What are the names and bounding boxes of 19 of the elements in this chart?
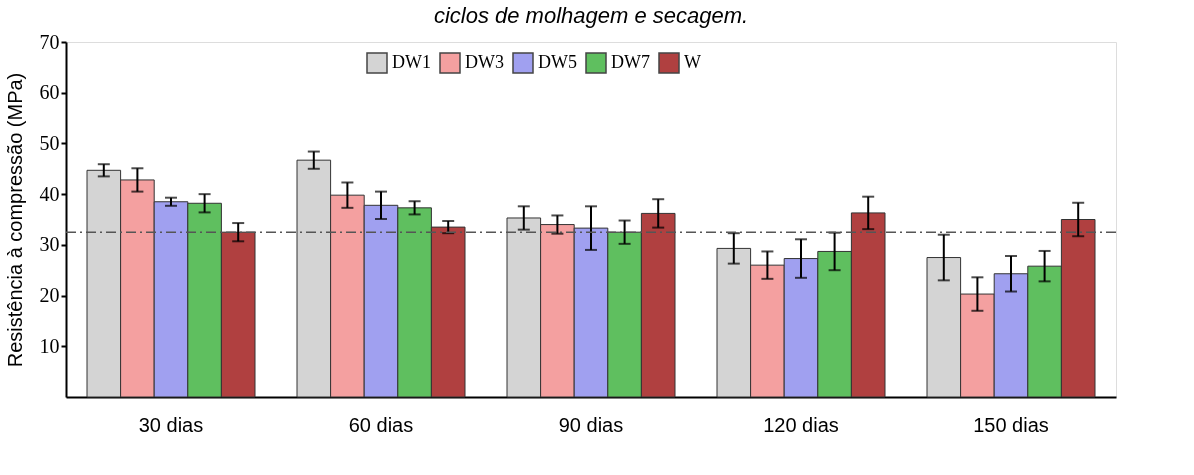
x-tick-label: 60 dias	[348, 413, 414, 436]
legend-label: DW1	[392, 52, 431, 72]
legend-label: DW3	[465, 52, 504, 72]
y-tick-label: 20	[39, 284, 60, 307]
legend-label: DW7	[611, 52, 650, 72]
y-tick-label: 50	[39, 131, 60, 154]
legend-label: DW5	[538, 52, 577, 72]
y-tick-label: 30	[39, 233, 60, 256]
y-tick-label: 10	[39, 334, 60, 357]
y-tick-label: 40	[39, 182, 60, 205]
x-tick-label: 120 dias	[763, 413, 839, 436]
x-tick-label: 90 dias	[558, 413, 624, 436]
legend-label: W	[684, 52, 701, 72]
x-tick-label: 150 dias	[973, 413, 1049, 436]
x-tick-label: 30 dias	[138, 413, 204, 436]
y-tick-label: 70	[39, 30, 60, 53]
y-axis-title: Resistência à compressão (MPa)	[3, 72, 26, 368]
y-tick-label: 60	[39, 81, 60, 104]
chart-title: ciclos de molhagem e secagem.	[433, 3, 749, 28]
